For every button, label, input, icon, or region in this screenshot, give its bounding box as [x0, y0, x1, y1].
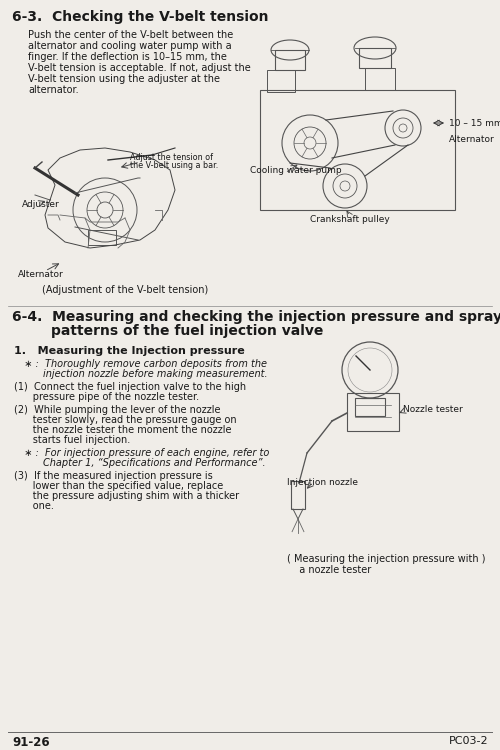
Text: alternator.: alternator.: [28, 85, 78, 95]
Text: tester slowly, read the pressure gauge on: tester slowly, read the pressure gauge o…: [14, 415, 236, 425]
Text: ( Measuring the injection pressure with ): ( Measuring the injection pressure with …: [287, 554, 486, 564]
Text: injection nozzle before making measurement.: injection nozzle before making measureme…: [18, 369, 268, 379]
Text: one.: one.: [14, 501, 54, 511]
Text: pressure pipe of the nozzle tester.: pressure pipe of the nozzle tester.: [14, 392, 199, 402]
Text: (3)  If the measured injection pressure is: (3) If the measured injection pressure i…: [14, 471, 213, 481]
Text: finger. If the deflection is 10–15 mm, the: finger. If the deflection is 10–15 mm, t…: [28, 52, 227, 62]
Text: Alternator: Alternator: [18, 270, 64, 279]
Text: Push the center of the V-belt between the: Push the center of the V-belt between th…: [28, 30, 233, 40]
Text: (2)  While pumping the lever of the nozzle: (2) While pumping the lever of the nozzl…: [14, 405, 220, 415]
Text: Injection nozzle: Injection nozzle: [287, 478, 358, 487]
Text: ∗ :  For injection pressure of each engine, refer to: ∗ : For injection pressure of each engin…: [18, 448, 270, 458]
Bar: [347, 393, 399, 431]
Text: 6-4.  Measuring and checking the injection pressure and spray: 6-4. Measuring and checking the injectio…: [12, 310, 500, 324]
Bar: [267, 70, 295, 92]
Text: Adjuster: Adjuster: [22, 200, 60, 209]
Bar: [260, 90, 455, 210]
Text: 10 – 15 mm: 10 – 15 mm: [449, 119, 500, 128]
Text: (1)  Connect the fuel injection valve to the high: (1) Connect the fuel injection valve to …: [14, 382, 246, 392]
Text: Cooling water pump: Cooling water pump: [250, 166, 342, 175]
Text: the V-belt using a bar.: the V-belt using a bar.: [130, 161, 218, 170]
Text: alternator and cooling water pump with a: alternator and cooling water pump with a: [28, 41, 232, 51]
Text: Adjust the tension of: Adjust the tension of: [130, 153, 213, 162]
Text: (Adjustment of the V-belt tension): (Adjustment of the V-belt tension): [42, 285, 208, 295]
Text: 91-26: 91-26: [12, 736, 50, 749]
Text: starts fuel injection.: starts fuel injection.: [14, 435, 130, 445]
Text: Alternator: Alternator: [449, 135, 495, 144]
Text: Nozzle tester: Nozzle tester: [403, 405, 463, 414]
Bar: [291, 481, 305, 509]
Bar: [355, 398, 385, 416]
Text: ∗ :  Thoroughly remove carbon deposits from the: ∗ : Thoroughly remove carbon deposits fr…: [18, 359, 267, 369]
Text: Chapter 1, “Specifications and Performance”.: Chapter 1, “Specifications and Performan…: [18, 458, 266, 468]
Text: lower than the specified value, replace: lower than the specified value, replace: [14, 481, 223, 491]
Text: PC03-2: PC03-2: [448, 736, 488, 746]
Bar: [275, 50, 305, 70]
Text: 1.   Measuring the Injection pressure: 1. Measuring the Injection pressure: [14, 346, 245, 356]
Bar: [88, 230, 116, 245]
Text: the pressure adjusting shim with a thicker: the pressure adjusting shim with a thick…: [14, 491, 239, 501]
Text: a nozzle tester: a nozzle tester: [293, 565, 371, 575]
Text: 6-3.  Checking the V-belt tension: 6-3. Checking the V-belt tension: [12, 10, 268, 24]
Text: Crankshaft pulley: Crankshaft pulley: [310, 215, 390, 224]
Text: V-belt tension using the adjuster at the: V-belt tension using the adjuster at the: [28, 74, 220, 84]
Text: patterns of the fuel injection valve: patterns of the fuel injection valve: [12, 324, 324, 338]
Bar: [359, 48, 391, 68]
Bar: [365, 68, 395, 90]
Text: the nozzle tester the moment the nozzle: the nozzle tester the moment the nozzle: [14, 425, 232, 435]
Text: V-belt tension is acceptable. If not, adjust the: V-belt tension is acceptable. If not, ad…: [28, 63, 251, 73]
